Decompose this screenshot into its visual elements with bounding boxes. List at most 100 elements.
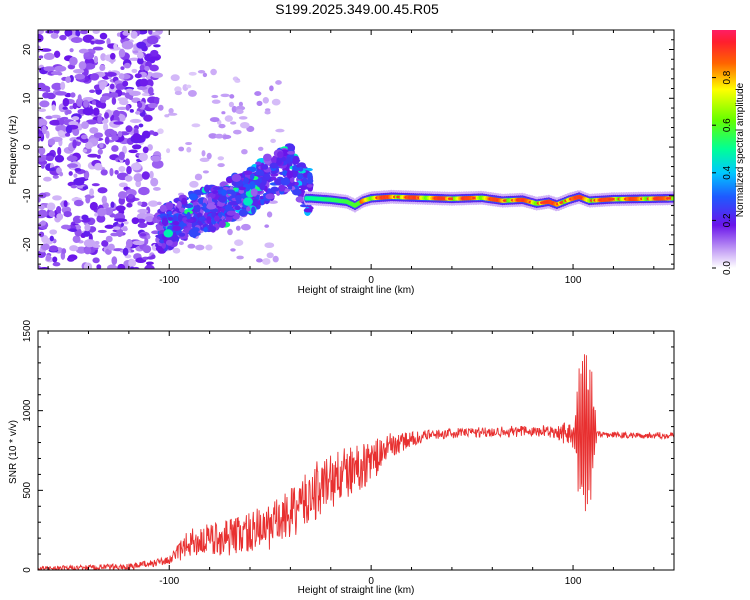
spectrogram-cell [61,248,67,255]
spectrogram-cell [104,112,109,119]
spectrogram-cell [70,184,78,189]
spectrogram-cell [238,101,243,107]
spectrogram-cell [138,123,144,128]
spectrogram-cell [139,233,147,237]
spectrogram-cell [97,229,107,233]
spectrogram-cell [268,200,278,204]
spectrogram-cell [257,146,264,152]
spectrogram-cell [174,90,183,96]
spectrogram-cell [114,169,119,175]
spectrogram-cell [181,197,187,205]
spectrogram-cell [139,64,145,71]
spectrogram-cell [50,71,62,76]
spectrogram-cell [75,246,87,254]
spectrogram-cell [83,63,96,70]
spectrogram-cell [118,151,125,161]
spectrogram-cell [128,259,137,268]
spectrogram-cell [211,94,219,99]
spectrogram-cell [45,130,50,139]
colorbar-tick-label: 0.4 [722,165,733,179]
spectrogram-cell [78,48,89,54]
spectrogram-cell [100,95,110,101]
colorbar-gradient [712,30,736,268]
spectrogram-cell [128,95,134,100]
spectrogram-cell [272,255,279,263]
spectrogram-cell [264,108,271,112]
spectrogram-cell [150,177,159,187]
spectrogram-cell [69,56,78,66]
spectrogram-cell [131,217,139,225]
spectrogram-cell [125,158,130,166]
spectrogram-cell [243,170,253,176]
colorbar-tick-label: 0.8 [722,70,733,84]
spectrogram-cell [94,240,100,245]
spectrogram-cell [117,131,123,138]
spectrogram-cell [262,97,269,104]
spectrogram-cell [125,239,133,248]
spectrogram-cell [82,149,88,153]
spectrogram-cell [151,72,163,79]
spectrogram-cell [261,164,269,170]
spectrogram-cell [231,173,242,182]
spectrogram-cell [240,223,251,231]
spectrogram-cell [234,205,241,211]
spectrogram-cell [60,81,66,90]
spectrogram-cell [281,170,288,176]
spectrogram-cell [204,208,211,213]
spectrogram-cell [236,199,242,204]
spectrogram-cell [113,110,120,117]
spectrogram-cell [93,55,99,64]
spectrogram-cell [99,81,106,91]
spectrogram-cell [287,150,295,155]
spectrogram-cell [65,132,71,137]
spectrogram-cell [165,201,174,210]
spectrogram-cell [137,51,144,59]
spectrogram-cell [137,222,148,229]
spectrogram-cell [254,170,265,176]
spectrogram-cell [129,266,135,269]
y-tick-label: 0 [22,144,33,150]
spectrogram-cell [130,30,138,39]
spectrogram-cell [118,48,126,58]
spectrogram-cell [236,255,244,260]
spectrogram-cell [185,141,193,146]
spectrogram-cell [136,41,147,49]
spectrogram-cell [116,32,121,37]
spectrogram-cell [93,39,106,45]
snr-x-ticks: -100 0 100 [47,331,655,587]
spectrogram-cell [231,105,237,113]
spectrogram-cell [72,235,81,243]
spectrogram-cell [46,202,56,211]
colorbar-label: Normalized spectral amplitude [735,82,746,217]
spectrogram-cell [262,258,271,265]
spectrogram-cell [193,189,204,196]
spectrogram-cell [93,132,104,139]
spectrogram-cell [211,99,221,104]
spectrogram-cell [158,104,164,111]
spectrogram-cell [671,196,674,201]
spectrogram-cell [54,154,65,163]
spectrogram-cell [38,156,46,162]
spectrogram-cell [38,266,50,269]
spectrogram-cell [80,134,88,140]
spectrogram-cell [89,127,99,134]
spectrogram-cell [238,116,248,120]
spectrogram-cell [100,169,108,176]
spectrogram-cell [185,218,194,223]
spectrogram-cell [66,109,72,115]
spectrogram-cell [249,180,256,190]
spectrogram-cell [132,50,139,54]
spectrogram-cell [83,230,91,237]
spectrogram-cell [186,211,191,221]
spectrogram-cell [274,178,283,186]
spectrogram-cell [193,204,201,213]
spectrogram-cell [277,151,284,159]
spectrogram-cell [49,235,54,242]
spectrogram-cell [172,214,178,222]
snr-series-line [38,354,674,570]
spectrogram-cell [266,211,273,218]
spectrogram-cell [145,206,151,215]
colorbar-tick-label: 0.0 [722,261,733,275]
spectrogram-cell [116,106,128,111]
spectrogram-cell [89,188,95,197]
